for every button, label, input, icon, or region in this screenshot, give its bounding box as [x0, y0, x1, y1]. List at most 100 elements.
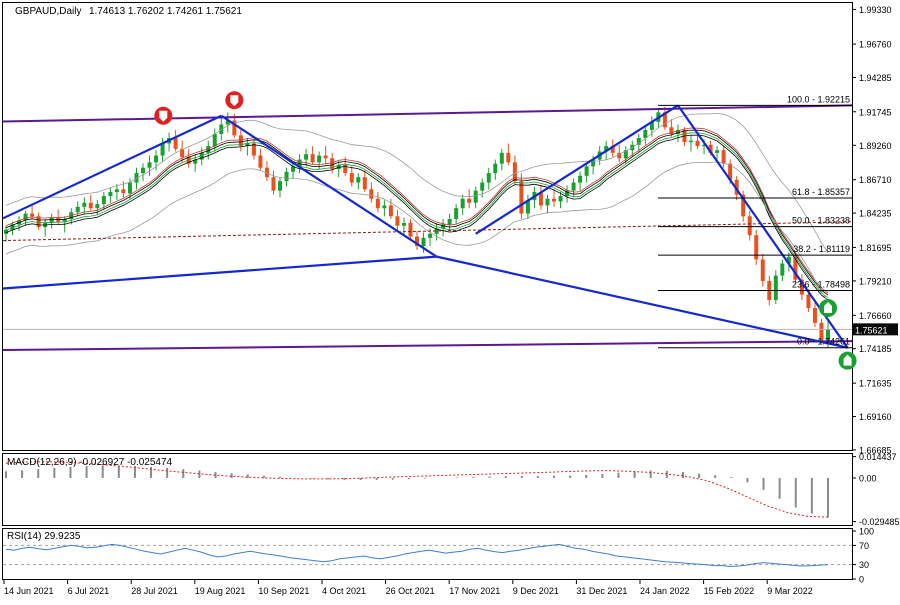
main-title: GBPAUD,Daily — [15, 6, 82, 17]
candle-body — [173, 138, 178, 149]
candle-body — [225, 120, 230, 125]
candle-body — [649, 121, 654, 130]
x-tick-label: 31 Dec 2021 — [576, 586, 627, 596]
envelope-lower — [5, 161, 829, 302]
current-price-tag — [852, 323, 898, 336]
fib-level-label: 0.0 - 1.74261 — [797, 337, 850, 347]
rsi-y-tick-label: 30 — [859, 560, 869, 570]
candle-body — [88, 202, 93, 209]
candle-body — [317, 155, 322, 163]
macd-signal-line — [5, 461, 829, 518]
signal-arrow — [159, 110, 168, 122]
candle-body — [747, 216, 752, 236]
main-price-panel: 1.99330 1.96760 1.94285 1.91745 1.89260 1.867… — [2, 5, 898, 455]
candle-body — [486, 173, 491, 183]
candle-body — [480, 182, 485, 191]
candle-body — [160, 143, 165, 156]
candle-body — [49, 217, 54, 224]
candle-body — [101, 196, 106, 205]
candle-body — [36, 216, 41, 228]
candle-body — [702, 144, 707, 147]
pattern-line — [2, 114, 222, 220]
pattern-line — [436, 255, 848, 349]
candle-body — [297, 159, 302, 167]
fib-level-label: 23.6 - 1.78498 — [792, 280, 850, 290]
upper-channel-line — [2, 104, 853, 123]
y-tick-label: 1.69160 — [859, 412, 892, 422]
y-tick-label: 1.66685 — [859, 445, 892, 455]
x-axis: 14 Jun 2021 6 Jul 2021 28 Jul 2021 19 Aug 2… — [3, 580, 813, 596]
macd-panel-frame — [2, 453, 853, 526]
x-tick-label: 14 Jun 2021 — [4, 586, 54, 596]
candle-body — [773, 275, 778, 300]
x-tick-label: 4 Oct 2021 — [322, 586, 366, 596]
envelope-upper — [5, 112, 829, 254]
candle-body — [604, 146, 609, 152]
rsi-title: RSI(14) 29.9235 — [7, 531, 81, 542]
buy-signal-icon — [838, 351, 857, 370]
candle-body — [689, 140, 693, 143]
candle-body — [206, 146, 211, 153]
candle-body — [428, 233, 433, 238]
current-price-label: 1.75621 — [855, 325, 888, 335]
pattern-line — [220, 114, 438, 258]
candle-body — [10, 224, 15, 230]
candle-body — [525, 200, 530, 214]
y-tick-label: 1.94285 — [859, 73, 892, 83]
y-tick-label: 1.86710 — [859, 175, 892, 185]
y-tick-label: 1.99330 — [859, 5, 892, 15]
candle-body — [30, 213, 35, 217]
candle-body — [512, 162, 517, 182]
ma-bottom — [5, 134, 829, 301]
ma-lower — [5, 132, 829, 299]
candle-body — [675, 129, 680, 134]
candle-body — [506, 152, 511, 163]
candle-body — [108, 191, 113, 197]
x-tick-label: 17 Nov 2021 — [449, 586, 500, 596]
candle-body — [362, 177, 367, 190]
candle-body — [760, 259, 765, 282]
candle-body — [519, 181, 524, 214]
candle-body — [232, 120, 237, 136]
y-tick-label: 1.84235 — [859, 209, 892, 219]
x-tick-label: 24 Jan 2022 — [640, 586, 690, 596]
candle-body — [23, 213, 28, 221]
candle-body — [434, 228, 439, 234]
candle-body — [473, 190, 478, 203]
rsi-panel: 100 70 30 0 — [3, 527, 874, 585]
main-panel-frame — [2, 2, 853, 451]
fib-level-label: 50.0 - 1.83238 — [792, 216, 850, 226]
candle-body — [643, 129, 648, 139]
candle-body — [467, 198, 472, 203]
candle-body — [812, 308, 817, 323]
candle-body — [284, 171, 289, 182]
x-tick-label: 9 Dec 2021 — [513, 586, 559, 596]
candle-body — [212, 133, 217, 147]
candle-body — [323, 155, 328, 159]
candle-body — [793, 256, 798, 280]
candle-body — [245, 143, 250, 147]
candle-body — [454, 208, 459, 219]
panel-frames — [2, 2, 853, 580]
candle-body — [669, 127, 674, 134]
candle-body — [754, 235, 759, 260]
candle-body — [114, 189, 119, 192]
candle-body — [421, 237, 426, 246]
candle-body — [695, 140, 700, 147]
macd-y-tick-label: -0.029485 — [859, 517, 900, 527]
x-tick-label: 26 Oct 2021 — [386, 586, 435, 596]
x-tick-label: 9 Mar 2022 — [767, 586, 813, 596]
candle-body — [571, 182, 576, 191]
y-tick-label: 1.96760 — [859, 40, 892, 50]
pattern-line — [2, 255, 437, 290]
candle-body — [460, 198, 465, 209]
candle-body — [715, 150, 720, 153]
candle-body — [121, 189, 126, 194]
dashed-support-line — [2, 221, 853, 242]
y-tick-label: 1.74185 — [859, 344, 892, 354]
candle-body — [734, 179, 739, 195]
x-tick-label: 10 Sep 2021 — [258, 586, 309, 596]
candle-body — [95, 204, 100, 209]
